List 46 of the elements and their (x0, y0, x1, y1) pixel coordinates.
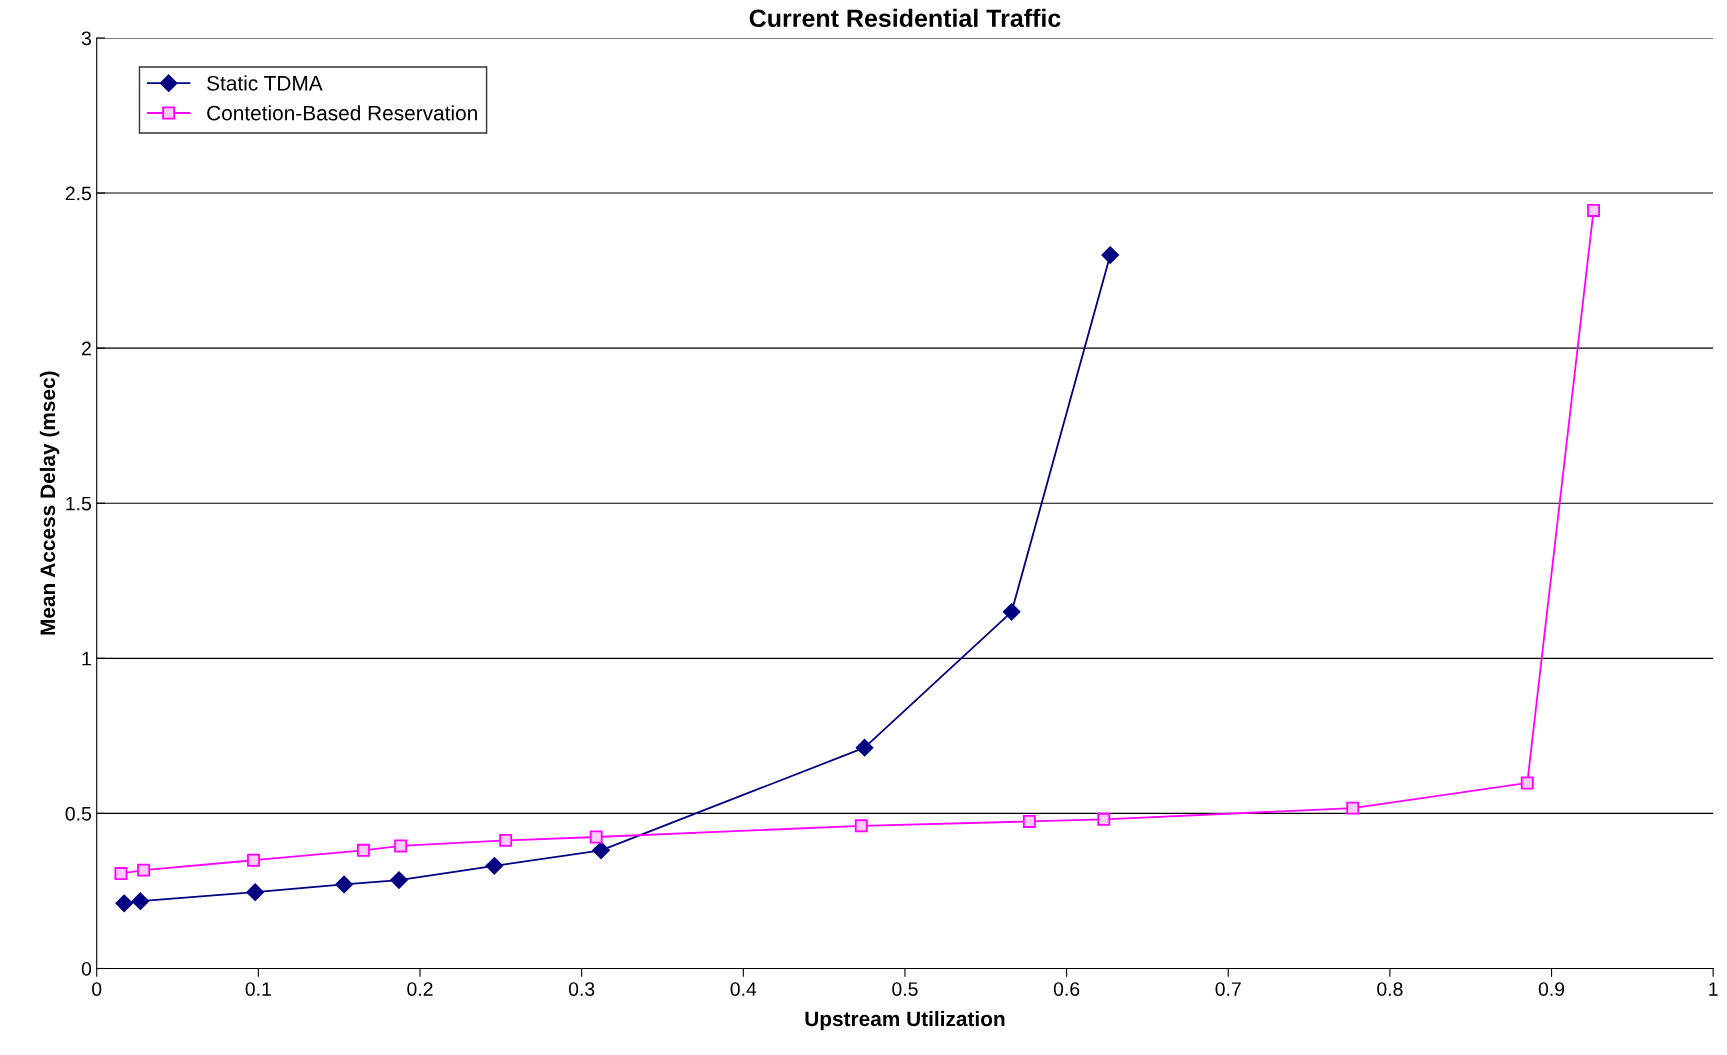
point (247, 853, 260, 867)
x-tick-label: 0.3 (568, 982, 595, 996)
x-axis-title: Upstream Utilization (805, 1010, 1005, 1031)
point (1587, 203, 1601, 217)
y-tick-label: 1.5 (66, 496, 92, 511)
point (485, 857, 504, 875)
point (1097, 812, 1111, 826)
point (1101, 246, 1120, 264)
point (114, 867, 128, 881)
x-tick-label: 0.2 (407, 982, 433, 996)
point (131, 892, 150, 910)
x-tick-label: 0.7 (1215, 982, 1241, 996)
x-tick-label: 0.1 (245, 982, 271, 996)
y-tick-label: 2.5 (65, 186, 92, 201)
point (115, 894, 133, 913)
point (246, 883, 264, 901)
point (356, 843, 370, 857)
y-tick-label: 3 (81, 31, 91, 46)
point (1022, 815, 1036, 828)
point (592, 841, 610, 860)
point (335, 875, 353, 894)
point (137, 863, 151, 877)
y-tick-label: 0 (81, 961, 92, 976)
y-tick-label: 2 (82, 341, 91, 356)
y-axis-title: Mean Access Delay (msec) (39, 371, 60, 635)
x-tick-label: 0 (92, 982, 102, 996)
chart-title: Current Residential Traffic (749, 8, 1061, 28)
x-tick-label: 0.9 (1538, 982, 1565, 996)
point (394, 839, 408, 853)
point (589, 830, 603, 844)
x-tick-label: 0.4 (730, 982, 757, 996)
x-tick-label: 0.5 (892, 982, 918, 996)
point (1520, 776, 1534, 790)
point (499, 833, 513, 847)
y-tick-label: 1 (82, 651, 91, 666)
x-tick-label: 0.6 (1053, 982, 1080, 996)
point (390, 871, 408, 889)
y-tick-label: 0.5 (65, 806, 92, 821)
legend-label: Static TDMA (207, 75, 323, 91)
legend-label: Contetion-Based Reservation (207, 105, 477, 121)
point (1002, 603, 1021, 621)
point (854, 819, 868, 833)
x-tick-label: 1 (1709, 982, 1718, 996)
point (1346, 801, 1360, 815)
point (855, 738, 874, 757)
x-tick-label: 0.8 (1377, 982, 1403, 996)
